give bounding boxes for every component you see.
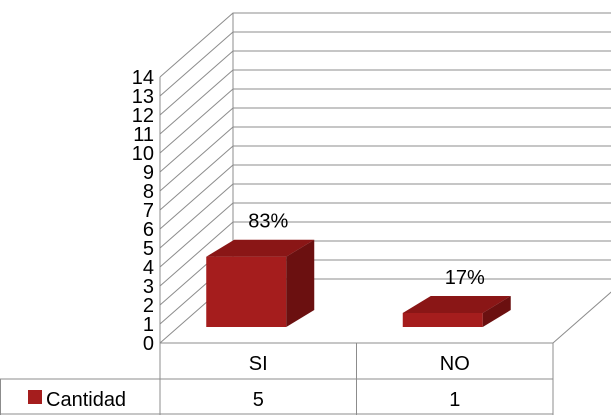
bar-si	[206, 239, 315, 327]
y-tick-label: 12	[132, 105, 154, 127]
x-category-label: NO	[440, 353, 470, 375]
gridline	[159, 12, 611, 78]
y-tick-label: 7	[143, 200, 154, 222]
legend-series-name: Cantidad	[46, 389, 126, 411]
gridline	[159, 164, 611, 230]
floor-right-edge	[552, 291, 611, 344]
gridline	[159, 202, 611, 268]
y-tick-label: 3	[143, 276, 154, 298]
table-value-cell: 5	[253, 389, 264, 411]
y-tick-label: 0	[143, 333, 154, 355]
y-tick-label: 4	[143, 257, 154, 279]
y-tick-label: 13	[132, 86, 154, 108]
data-labels: 83% 17%	[248, 211, 485, 289]
y-tick-label: 2	[143, 295, 154, 317]
bar-top-face	[402, 295, 511, 313]
bar-front-face	[206, 256, 287, 327]
gridline	[159, 88, 611, 154]
gridline	[159, 126, 611, 192]
x-category-label: SI	[249, 353, 268, 375]
gridline	[159, 183, 611, 249]
bar-top-face	[206, 239, 315, 257]
bar-side-face	[286, 239, 315, 327]
gridline	[159, 107, 611, 173]
table-value-cell: 1	[449, 389, 460, 411]
data-label: 83%	[248, 211, 288, 233]
legend-swatch	[28, 390, 42, 404]
y-tick-label: 1	[143, 314, 154, 336]
gridline	[159, 31, 611, 97]
gridline	[159, 221, 611, 287]
bar-side-face	[482, 295, 511, 327]
y-tick-label: 6	[143, 219, 154, 241]
y-tick-label: 8	[143, 181, 154, 203]
bars	[206, 239, 511, 327]
y-tick-label: 11	[133, 124, 154, 146]
y-tick-label: 9	[143, 162, 154, 184]
data-label: 17%	[445, 267, 485, 289]
y-tick-label: 5	[143, 238, 154, 260]
data-table: SI 5 NO 1 Cantidad	[0, 342, 554, 415]
y-tick-label: 14	[132, 67, 154, 89]
bar-no	[402, 295, 511, 327]
gridline	[159, 145, 611, 211]
gridline	[159, 69, 611, 135]
y-tick-label: 10	[132, 143, 154, 165]
gridline	[159, 50, 611, 116]
bar-front-face	[402, 312, 483, 327]
